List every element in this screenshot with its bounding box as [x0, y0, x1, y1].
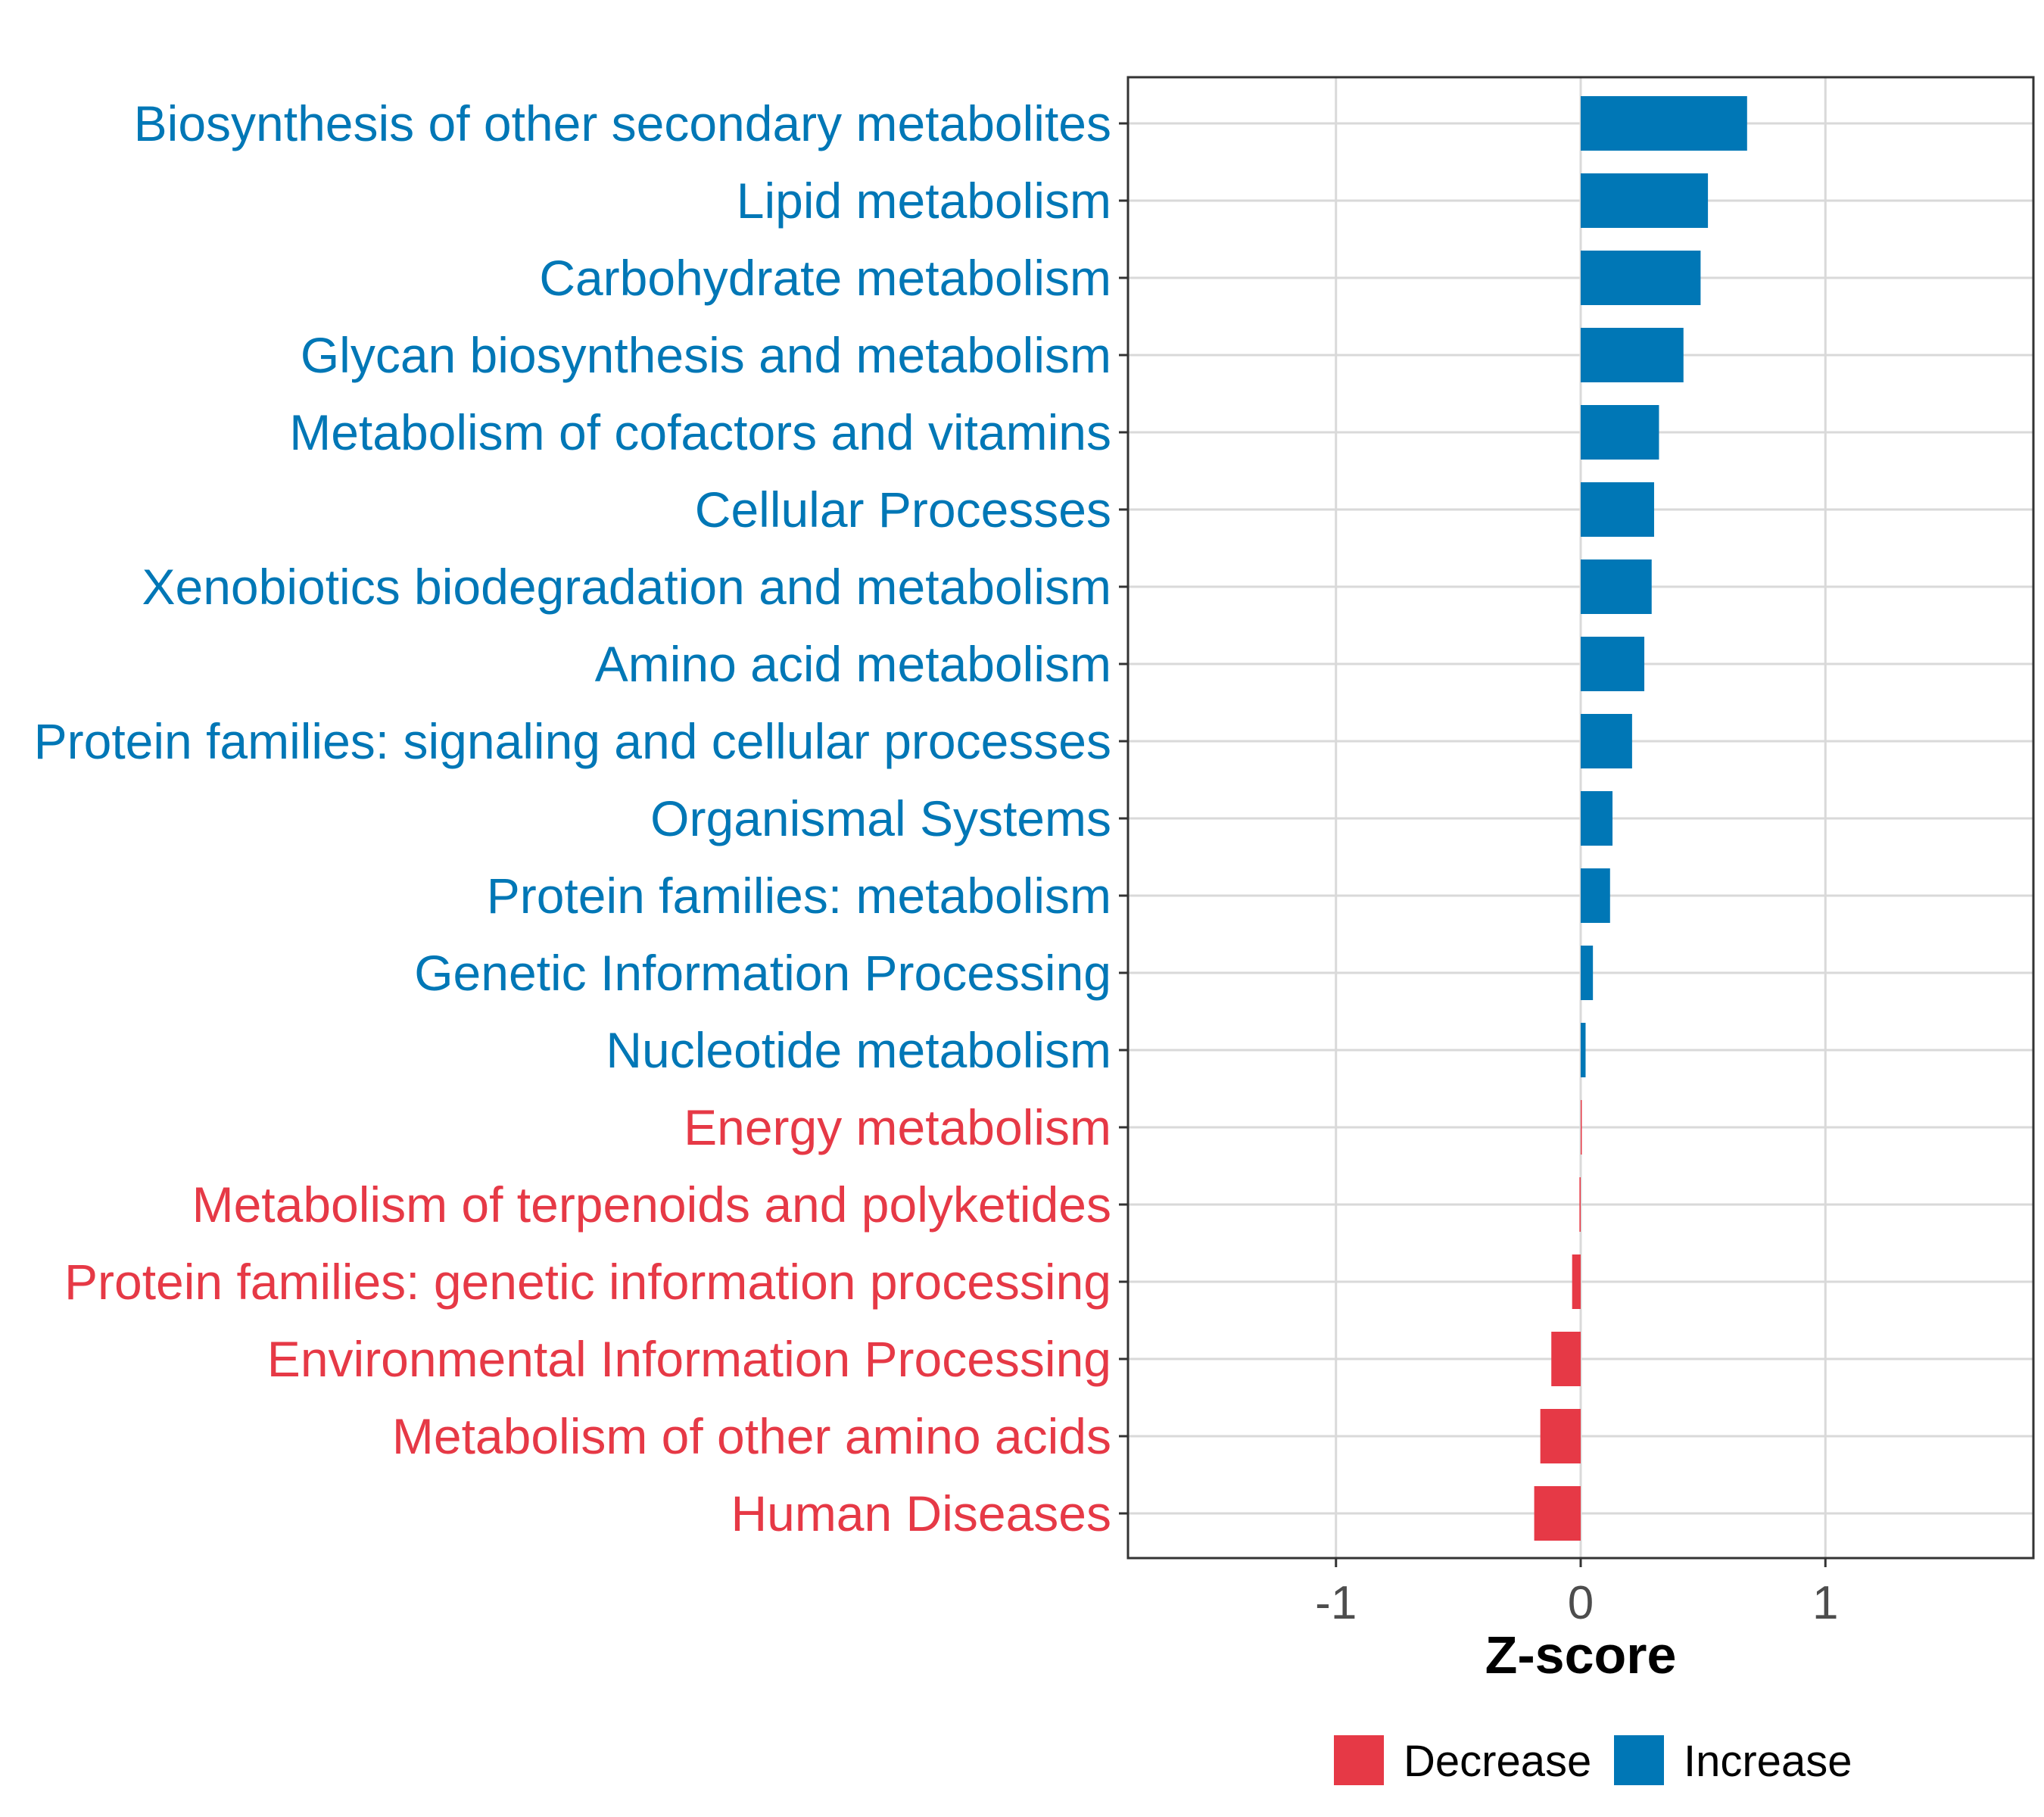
bars	[1534, 96, 1747, 1541]
category-label: Amino acid metabolism	[595, 636, 1111, 692]
category-label: Metabolism of terpenoids and polyketides	[192, 1177, 1111, 1233]
bar-organismal-systems	[1581, 791, 1613, 846]
bar-energy-metabolism	[1581, 1100, 1582, 1155]
category-label: Nucleotide metabolism	[606, 1022, 1111, 1078]
bar-protein-families-genetic-information-processing	[1572, 1254, 1581, 1309]
category-label: Xenobiotics biodegradation and metabolis…	[142, 559, 1112, 615]
category-label: Protein families: metabolism	[487, 868, 1111, 924]
category-label: Carbohydrate metabolism	[539, 250, 1111, 306]
category-label: Biosynthesis of other secondary metaboli…	[134, 95, 1111, 151]
category-label: Organismal Systems	[650, 790, 1111, 846]
legend: Decrease Increase	[1334, 1735, 1852, 1786]
bar-metabolism-of-terpenoids-and-polyketides	[1579, 1177, 1581, 1232]
bar-metabolism-of-other-amino-acids	[1540, 1409, 1581, 1463]
category-label: Energy metabolism	[684, 1099, 1111, 1155]
bar-human-diseases	[1534, 1486, 1581, 1541]
bar-genetic-information-processing	[1581, 946, 1594, 1000]
bar-amino-acid-metabolism	[1581, 637, 1645, 691]
category-label: Genetic Information Processing	[414, 945, 1111, 1001]
x-tick-label: -1	[1315, 1577, 1357, 1629]
bar-metabolism-of-cofactors-and-vitamins	[1581, 405, 1659, 460]
bar-glycan-biosynthesis-and-metabolism	[1581, 328, 1684, 382]
category-label: Protein families: signaling and cellular…	[34, 713, 1111, 769]
x-axis-ticks: -1 0 1	[1315, 1558, 1838, 1629]
y-axis-ticks	[1119, 122, 1128, 1515]
legend-key-increase	[1614, 1735, 1664, 1785]
x-axis-title: Z-score	[1485, 1625, 1677, 1685]
category-label: Lipid metabolism	[737, 173, 1111, 229]
legend-label-decrease: Decrease	[1404, 1737, 1591, 1786]
bar-carbohydrate-metabolism	[1581, 251, 1701, 305]
legend-key-decrease	[1334, 1735, 1384, 1785]
bar-environmental-information-processing	[1551, 1332, 1581, 1386]
category-label: Metabolism of cofactors and vitamins	[289, 404, 1111, 460]
category-label: Metabolism of other amino acids	[392, 1408, 1111, 1464]
category-label: Cellular Processes	[695, 482, 1111, 538]
category-label: Glycan biosynthesis and metabolism	[301, 327, 1111, 383]
bar-xenobiotics-biodegradation-and-metabolism	[1581, 559, 1652, 614]
category-label: Environmental Information Processing	[267, 1331, 1111, 1387]
bar-protein-families-signaling-and-cellular-processes	[1581, 714, 1632, 768]
bar-protein-families-metabolism	[1581, 868, 1610, 923]
bar-lipid-metabolism	[1581, 173, 1709, 228]
category-label: Protein families: genetic information pr…	[64, 1254, 1111, 1310]
category-labels: Biosynthesis of other secondary metaboli…	[34, 95, 1111, 1541]
bar-cellular-processes	[1581, 482, 1654, 537]
category-label: Human Diseases	[731, 1485, 1111, 1541]
x-tick-label: 0	[1568, 1577, 1594, 1629]
bar-biosynthesis-of-other-secondary-metabolites	[1581, 96, 1747, 151]
x-tick-label: 1	[1812, 1577, 1838, 1629]
legend-label-increase: Increase	[1684, 1737, 1852, 1786]
bar-nucleotide-metabolism	[1581, 1023, 1586, 1077]
